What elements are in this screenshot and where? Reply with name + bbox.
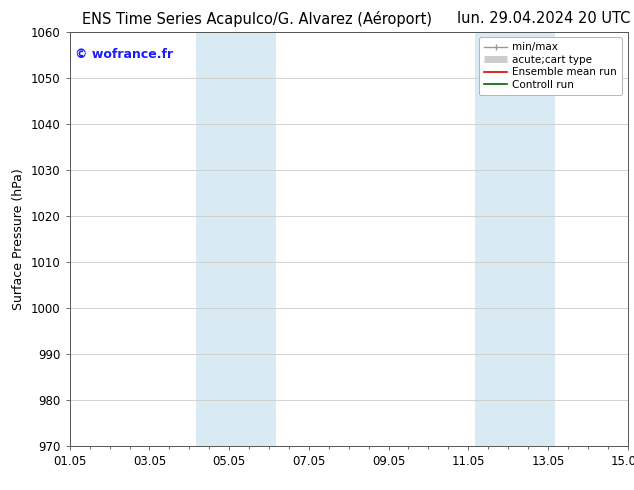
Bar [475,32,555,446]
Text: ENS Time Series Acapulco/G. Alvarez (Aéroport): ENS Time Series Acapulco/G. Alvarez (Aér… [82,11,432,27]
Y-axis label: Surface Pressure (hPa): Surface Pressure (hPa) [13,168,25,310]
Text: lun. 29.04.2024 20 UTC: lun. 29.04.2024 20 UTC [458,11,631,26]
Legend: min/max, acute;cart type, Ensemble mean run, Controll run: min/max, acute;cart type, Ensemble mean … [479,37,623,95]
Text: © wofrance.fr: © wofrance.fr [75,49,174,61]
Bar [196,32,276,446]
